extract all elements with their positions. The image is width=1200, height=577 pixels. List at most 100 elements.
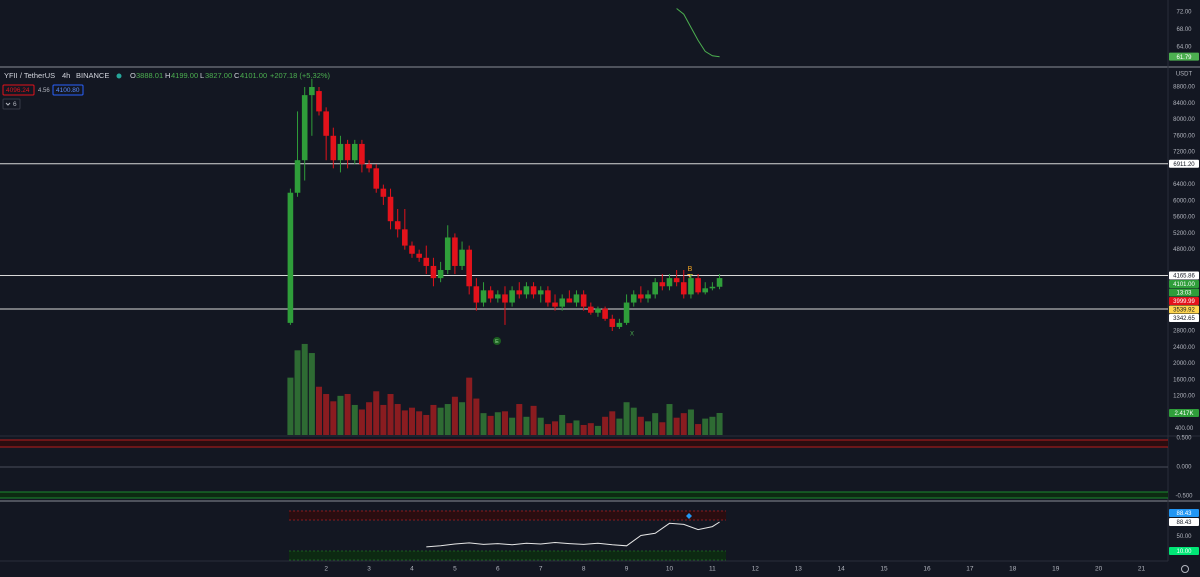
x-tick-label: 3 — [367, 566, 371, 573]
annotation: E — [495, 339, 499, 345]
candle-body — [623, 302, 630, 323]
y-tick-label: 50.00 — [1176, 534, 1192, 540]
price-badge — [1169, 296, 1199, 305]
exchange: BINANCE — [76, 71, 109, 80]
y-tick-label: 64.00 — [1176, 45, 1192, 51]
annotation: B — [688, 266, 693, 273]
y-tick-label: 400.00 — [1175, 426, 1194, 432]
ohlc-value: 3888.01 — [136, 71, 163, 80]
volume-bar — [373, 391, 380, 435]
candle-body — [316, 91, 322, 112]
candle-body — [380, 188, 387, 197]
candle-body — [337, 143, 344, 161]
candle-body — [509, 290, 515, 303]
price-badge-label: 10.00 — [1176, 549, 1192, 555]
volume-bar — [308, 353, 315, 435]
volume-bar — [287, 377, 294, 435]
volume-bar — [330, 401, 337, 435]
volume-bar — [480, 413, 487, 435]
volume-bar — [509, 417, 516, 435]
candle-body — [495, 294, 501, 299]
price-badge — [1169, 271, 1199, 280]
candle-body — [616, 322, 623, 327]
volume-bar — [344, 394, 351, 435]
price-badge-label: 6911.20 — [1173, 162, 1195, 168]
volume-bar — [552, 421, 559, 435]
indicators-toggle[interactable] — [2, 98, 21, 110]
x-tick-label: 11 — [709, 566, 716, 573]
volume-bar — [645, 421, 652, 435]
band — [289, 511, 726, 520]
ohlc-key: O — [130, 71, 136, 80]
x-tick-label: 5 — [453, 566, 457, 573]
price-badge-label: 3539.92 — [1173, 308, 1195, 314]
price-badge — [1169, 305, 1199, 314]
price-badge-label: 3999.99 — [1173, 299, 1195, 305]
volume-bar — [616, 418, 623, 435]
band — [0, 492, 1168, 498]
volume-bar — [459, 402, 466, 435]
x-tick-label: 17 — [966, 566, 974, 573]
volume-bar — [544, 424, 551, 435]
volume-bar — [430, 404, 437, 435]
y-tick-label: 8800.00 — [1173, 85, 1195, 91]
band — [289, 551, 726, 560]
x-tick-label: 7 — [539, 566, 543, 573]
price-badge — [1169, 288, 1199, 297]
volume-bar — [494, 412, 501, 435]
candle-body — [309, 86, 315, 96]
candle-body — [480, 290, 487, 303]
candle-body — [423, 257, 430, 266]
candle-body — [523, 286, 530, 295]
indicator-line — [426, 521, 720, 548]
volume-bar — [537, 417, 544, 435]
y-tick-label: 0.500 — [1176, 436, 1192, 442]
candle-body — [323, 111, 329, 136]
price-badge — [1169, 518, 1199, 527]
volume-bar — [351, 404, 358, 435]
volume-bar — [695, 424, 702, 435]
indicator-line — [676, 8, 720, 58]
volume-bar — [652, 413, 659, 435]
interval[interactable]: 4h — [62, 71, 70, 80]
candle-body — [444, 237, 451, 271]
candle-body — [588, 306, 594, 313]
volume-bar — [630, 407, 637, 435]
candle-body — [666, 278, 673, 287]
candle-body — [502, 294, 508, 303]
candle-body — [402, 229, 408, 246]
y-tick-label: 1600.00 — [1173, 377, 1195, 383]
buy-button[interactable] — [52, 84, 84, 96]
x-tick-label: 10 — [666, 566, 674, 573]
signal-diamond — [686, 513, 692, 519]
candle-body — [366, 164, 372, 169]
volume-bar — [408, 407, 415, 435]
y-tick-label: 0.000 — [1176, 465, 1192, 471]
change: +207.18 (+5.32%) — [270, 71, 331, 80]
indicators-count[interactable]: 6 — [13, 101, 17, 108]
candle-body — [609, 318, 616, 327]
sell-button[interactable] — [2, 84, 35, 96]
x-tick-label: 19 — [1052, 566, 1060, 573]
market-status — [116, 73, 122, 79]
candle-body — [645, 294, 651, 299]
candle-body — [595, 308, 601, 313]
price-badge-label: 4165.86 — [1173, 274, 1195, 280]
price-badge-label: 88.43 — [1176, 520, 1192, 526]
volume-bar — [387, 394, 394, 435]
sell-price[interactable]: 4096.24 — [6, 87, 30, 94]
settings-icon[interactable] — [1181, 565, 1189, 573]
candle-body — [473, 286, 480, 303]
candle-body — [680, 282, 687, 295]
volume-bar — [587, 423, 594, 435]
volume-bar — [358, 409, 365, 435]
candle-body — [580, 294, 587, 307]
ohlc-key: L — [200, 71, 204, 80]
x-tick-label: 4 — [410, 566, 414, 573]
buy-price[interactable]: 4100.80 — [56, 87, 80, 94]
candle-body — [351, 143, 358, 161]
volume-bar — [666, 404, 673, 435]
symbol[interactable]: YFII / TetherUS — [4, 71, 55, 80]
